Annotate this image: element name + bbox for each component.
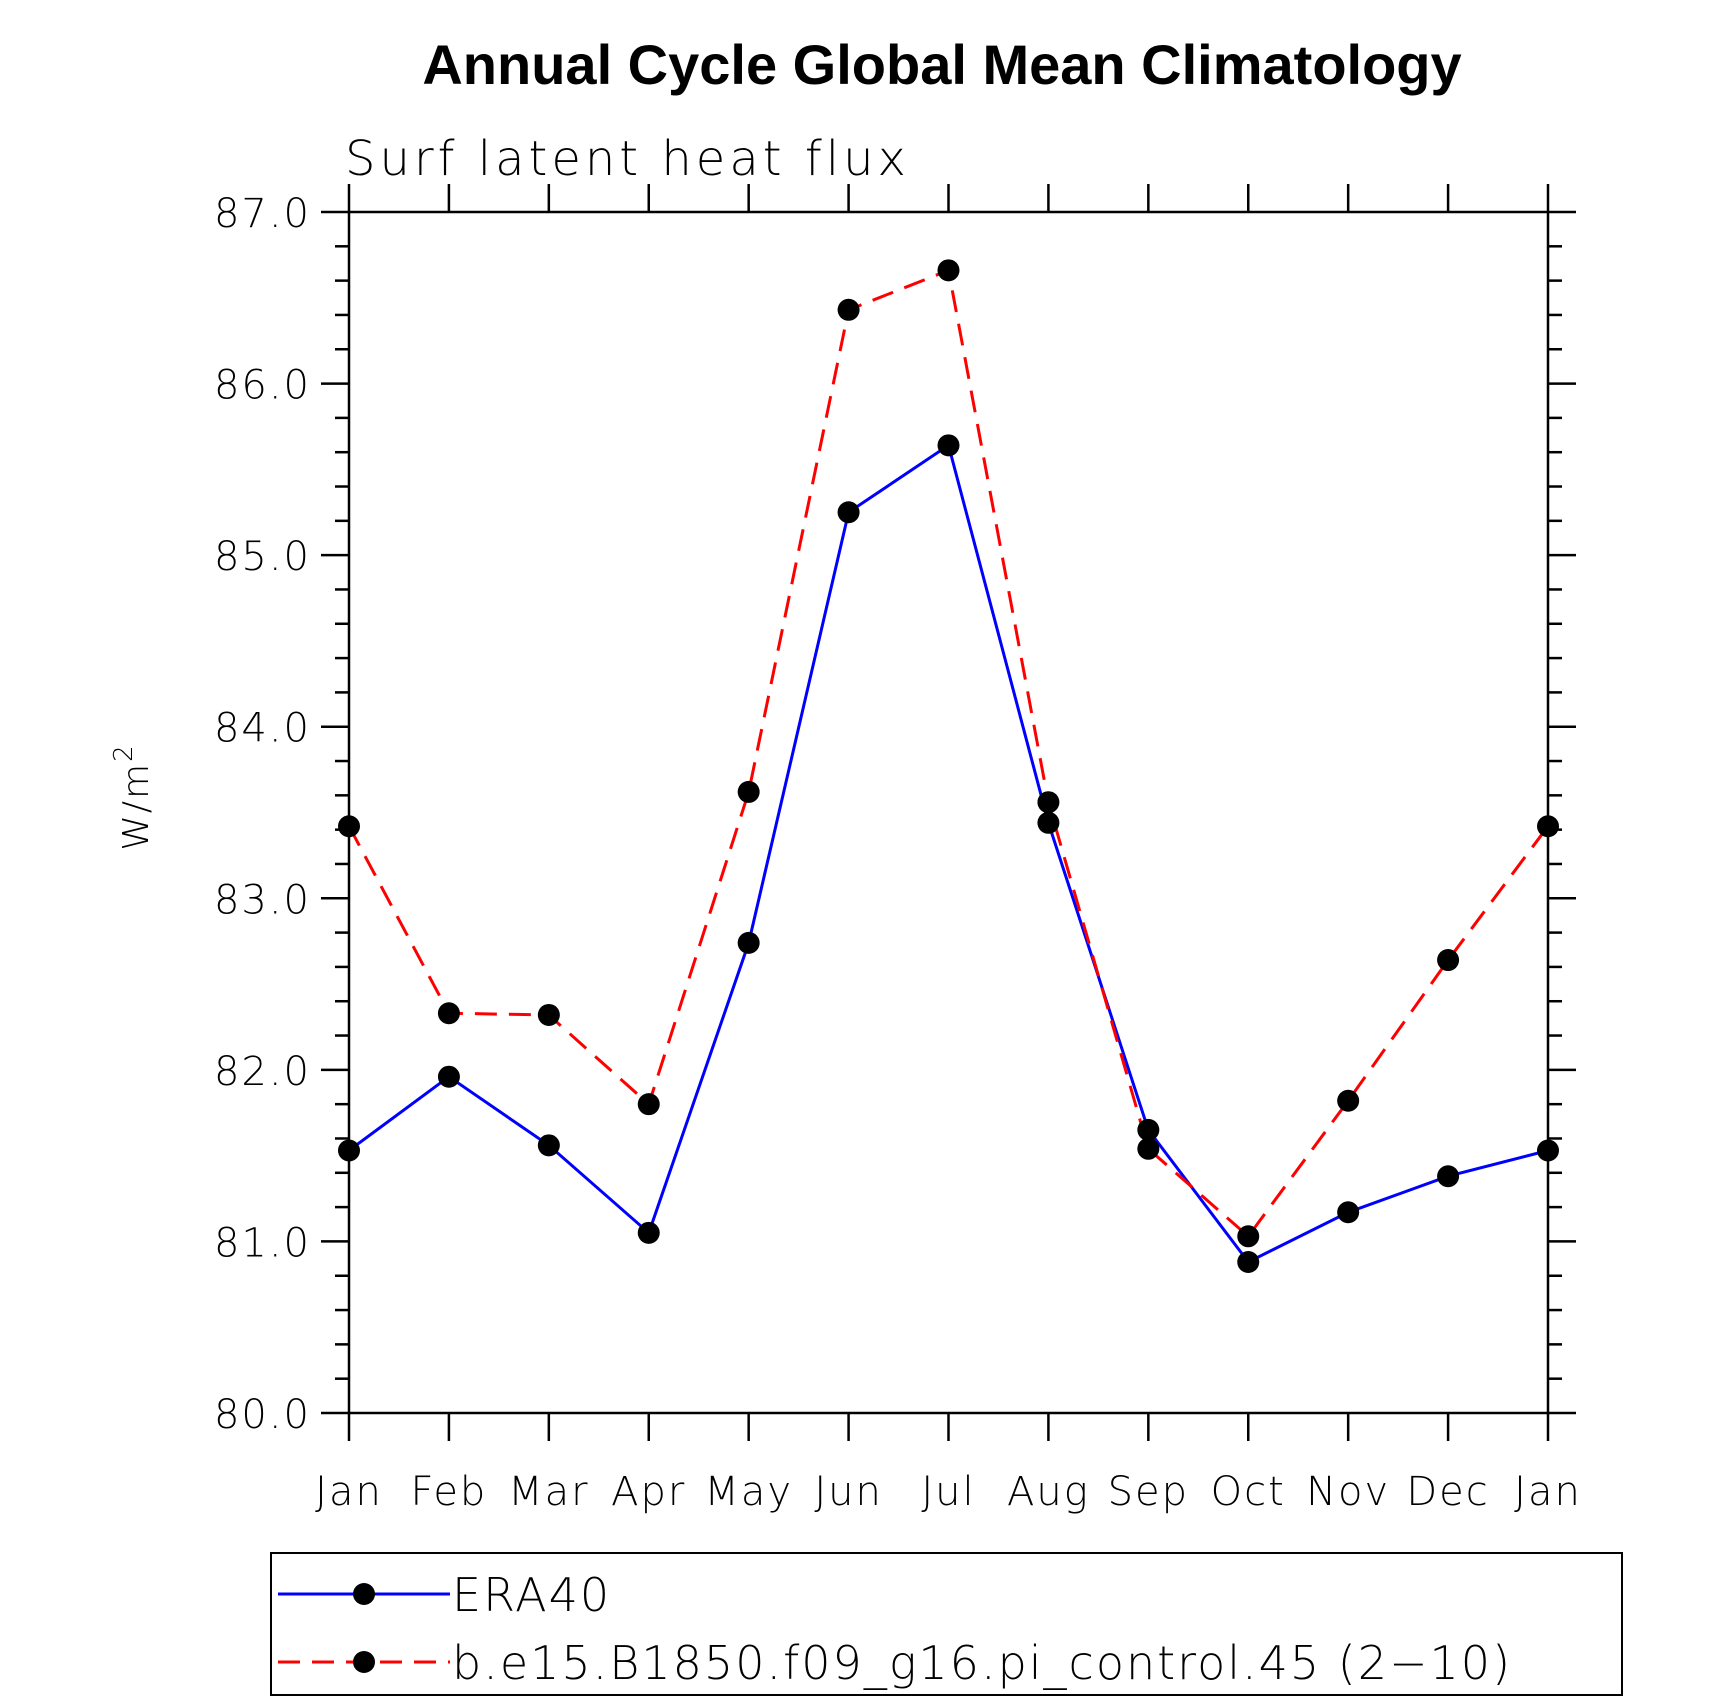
data-point-series-0 [937, 434, 960, 457]
legend: ERA40 b.e15.B1850.f09_g16.pi_control.45 … [270, 1552, 1623, 1696]
data-point-series-0 [1337, 1201, 1360, 1224]
data-point-series-0 [1237, 1251, 1260, 1274]
legend-label-model: b.e15.B1850.f09_g16.pi_control.45 (2−10) [452, 1636, 1512, 1690]
x-tick-label: May [704, 1469, 793, 1515]
data-point-series-0 [338, 1139, 360, 1162]
y-tick-label: 86.0 [214, 363, 311, 409]
x-tick-label: Nov [1306, 1469, 1390, 1515]
data-point-series-1 [338, 815, 360, 838]
x-tick-label: Jan [1514, 1469, 1582, 1515]
legend-box [270, 1552, 1623, 1696]
data-point-series-1 [537, 1003, 560, 1026]
data-point-series-1 [1237, 1225, 1260, 1248]
x-tick-label: Mar [508, 1469, 589, 1515]
plot-frame [347, 210, 1550, 1415]
data-point-series-1 [1137, 1137, 1160, 1160]
data-point-series-0 [637, 1221, 660, 1244]
y-axis-label: W/m2 [109, 743, 157, 850]
data-point-series-1 [1437, 949, 1460, 972]
y-tick-labels: 80.0 81.0 82.0 83.0 84.0 85.0 86.0 87.0 [214, 191, 311, 1438]
data-point-series-0 [1437, 1165, 1460, 1188]
series-line-1 [347, 268, 1550, 1239]
y-tick-label: 85.0 [214, 534, 311, 580]
chart-subtitle: Surf latent heat flux [345, 131, 910, 187]
data-point-series-1 [437, 1002, 460, 1025]
data-point-series-1 [837, 298, 860, 321]
x-tick-label: Oct [1211, 1469, 1286, 1515]
data-point-series-0 [537, 1134, 560, 1157]
data-point-series-1 [737, 780, 760, 803]
x-tick-label: Aug [1007, 1469, 1090, 1515]
data-point-series-1 [1537, 815, 1559, 838]
data-point-series-0 [1537, 1139, 1559, 1162]
x-tick-label: Apr [611, 1469, 686, 1515]
data-point-series-1 [1337, 1089, 1360, 1112]
data-point-series-0 [837, 501, 860, 524]
legend-marker-era40 [353, 1583, 375, 1605]
x-tick-label: Jun [814, 1469, 883, 1515]
data-point-series-1 [637, 1093, 660, 1116]
x-tick-labels: Jan Feb Mar Apr May Jun Jul Aug Sep Oct Nov Dec Jan [315, 1469, 1582, 1515]
y-axis-label-superscript: 2 [109, 743, 139, 762]
y-tick-label: 87.0 [214, 191, 311, 237]
data-point-series-1 [937, 259, 960, 282]
data-point-series-0 [1037, 811, 1060, 834]
series-layer [338, 259, 1559, 1274]
axes [321, 184, 1576, 1441]
legend-label-era40: ERA40 [452, 1568, 611, 1622]
data-point-series-0 [737, 931, 760, 954]
y-tick-label: 82.0 [214, 1049, 311, 1095]
x-tick-label: Feb [411, 1469, 488, 1515]
y-tick-label: 83.0 [214, 877, 311, 923]
x-tick-label: Jan [315, 1469, 383, 1515]
y-tick-label: 80.0 [214, 1392, 311, 1438]
data-point-series-1 [1037, 791, 1060, 814]
svg-text:W/m2: W/m2 [109, 743, 157, 850]
legend-marker-model [353, 1651, 375, 1673]
x-tick-label: Dec [1406, 1469, 1489, 1515]
chart-title: Annual Cycle Global Mean Climatology [422, 33, 1461, 96]
x-tick-label: Jul [921, 1469, 975, 1515]
data-point-series-0 [437, 1065, 460, 1088]
x-tick-label: Sep [1108, 1469, 1189, 1515]
y-tick-label: 81.0 [214, 1220, 311, 1266]
y-tick-label: 84.0 [214, 706, 311, 752]
series-line-0 [348, 442, 1549, 1264]
data-point-series-0 [1137, 1118, 1160, 1141]
y-axis-label-base: W/m [116, 762, 157, 851]
